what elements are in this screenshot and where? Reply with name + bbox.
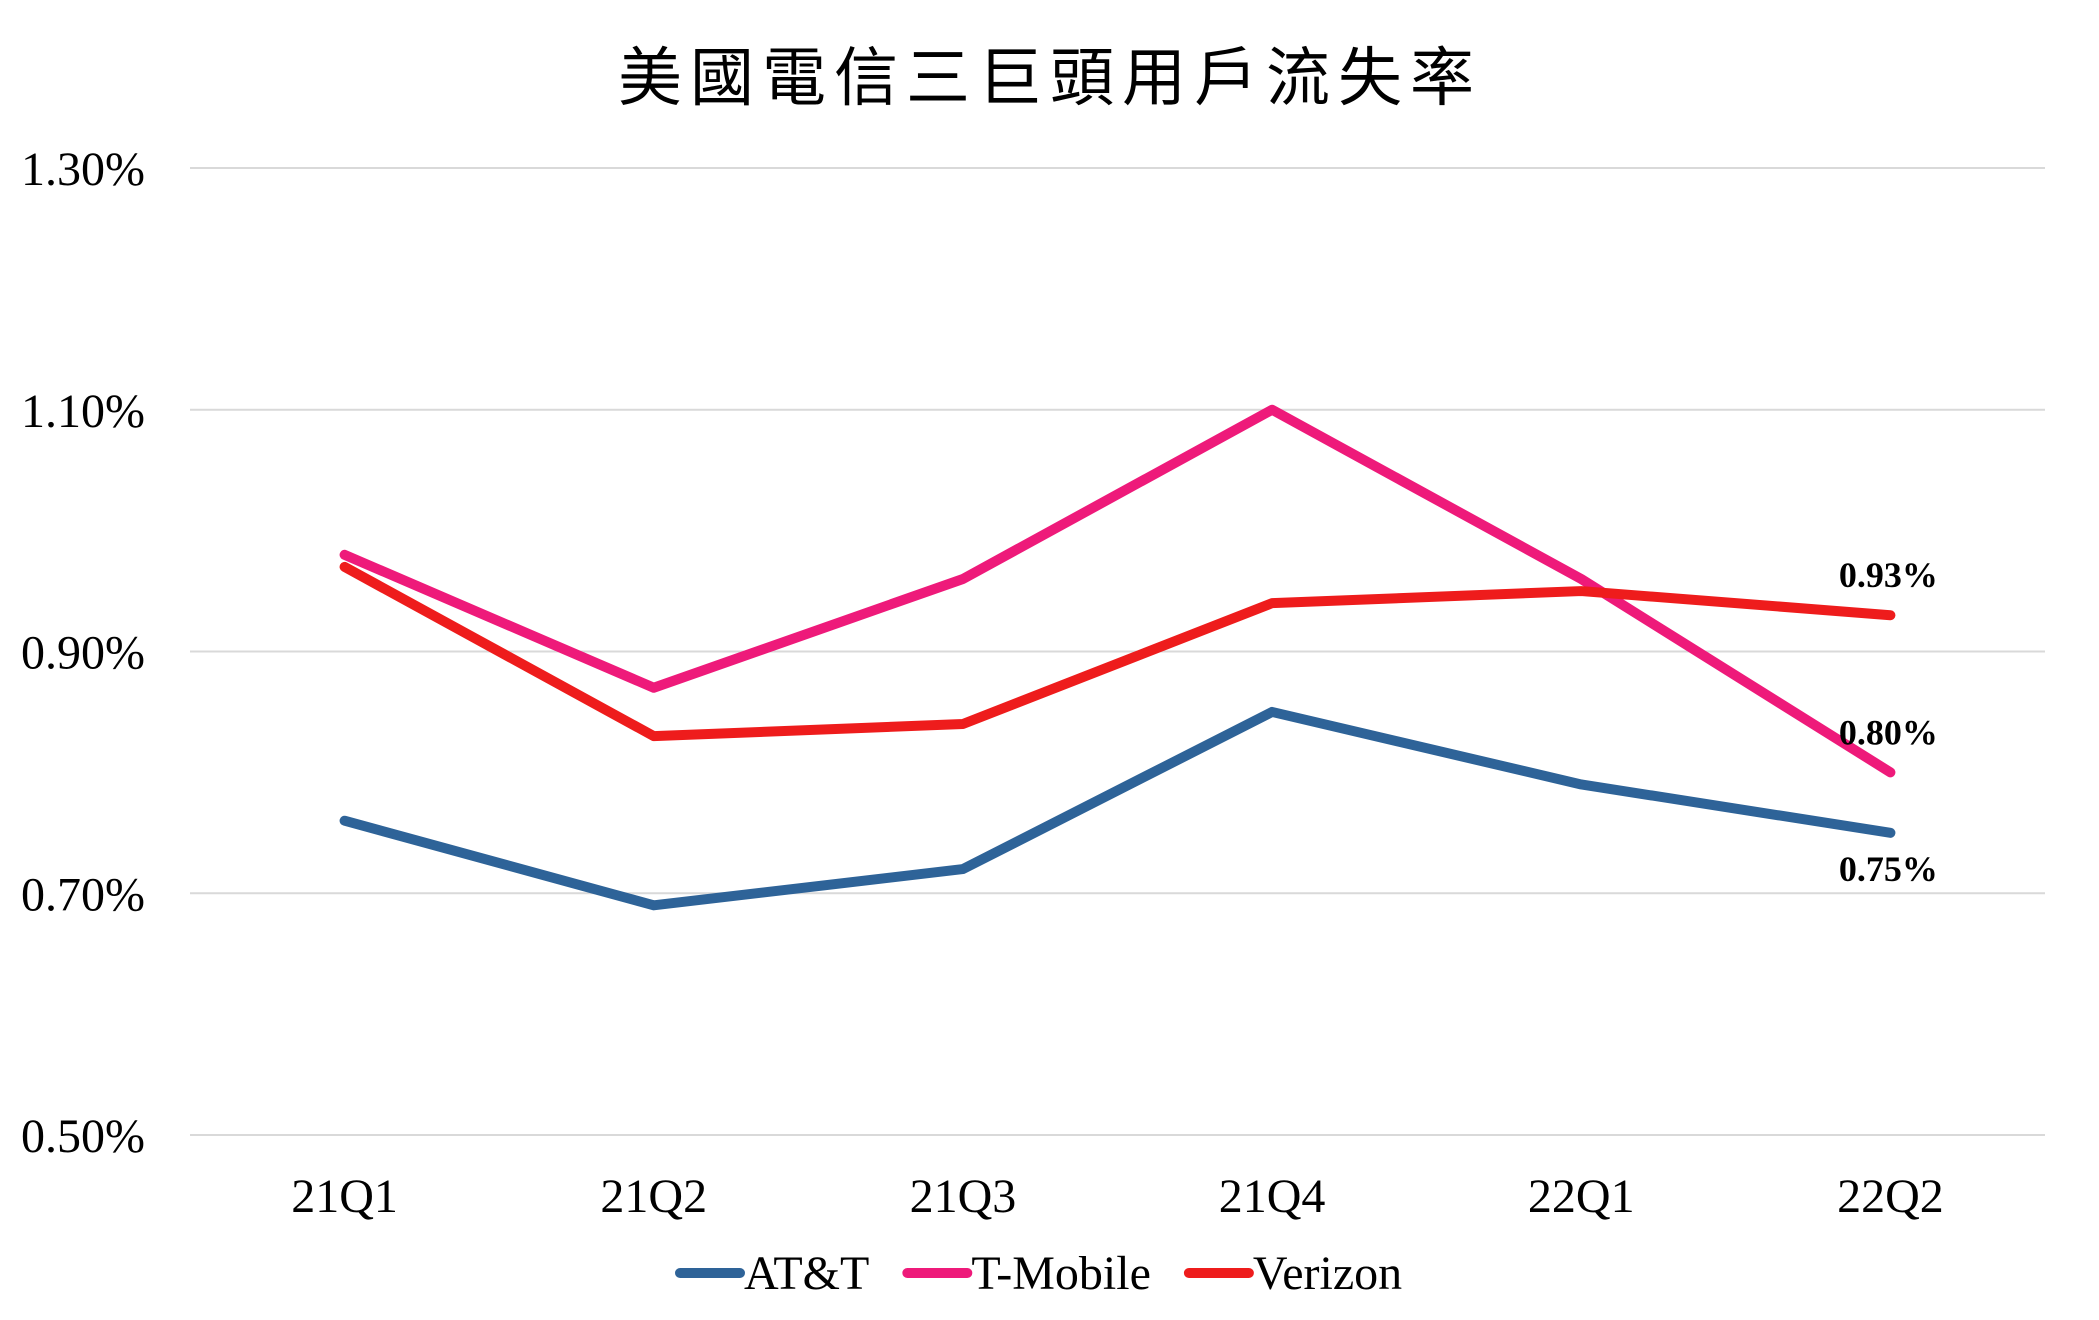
x-tick-label: 22Q1: [1528, 1170, 1635, 1223]
series-line-at-t: [339, 706, 1896, 911]
y-axis-tick-labels: 0.50% 0.70% 0.90% 1.10% 1.30%: [21, 143, 145, 1163]
y-tick-label: 1.30%: [21, 143, 145, 196]
gridlines: [190, 167, 2045, 1136]
legend: AT&T T-Mobile Verizon: [675, 1247, 1402, 1300]
x-axis-tick-labels: 21Q1 21Q2 21Q3 21Q4 22Q1 22Q2: [291, 1170, 1944, 1223]
x-tick-label: 22Q2: [1837, 1170, 1944, 1223]
y-tick-label: 0.50%: [21, 1110, 145, 1163]
legend-item: Verizon: [1183, 1247, 1402, 1300]
legend-label: AT&T: [744, 1247, 869, 1300]
chart-title: 美國電信三巨頭用戶流失率: [618, 42, 1482, 116]
data-label: 0.75%: [1839, 849, 1938, 889]
data-label: 0.80%: [1839, 712, 1938, 752]
legend-label: Verizon: [1253, 1247, 1402, 1300]
series-line-t-mobile: [339, 404, 1896, 778]
legend-item: T-Mobile: [902, 1247, 1151, 1300]
y-tick-label: 1.10%: [21, 385, 145, 438]
y-tick-label: 0.70%: [21, 868, 145, 921]
data-label: 0.93%: [1839, 555, 1938, 595]
series-lines: [339, 404, 1896, 911]
legend-label: T-Mobile: [971, 1247, 1151, 1300]
x-tick-label: 21Q2: [600, 1170, 707, 1223]
data-labels: 0.75% 0.80% 0.93%: [1839, 555, 1938, 889]
legend-item: AT&T: [675, 1247, 869, 1300]
x-tick-label: 21Q3: [910, 1170, 1017, 1223]
y-tick-label: 0.90%: [21, 627, 145, 680]
x-tick-label: 21Q1: [291, 1170, 398, 1223]
x-tick-label: 21Q4: [1219, 1170, 1326, 1223]
series-line-verizon: [339, 561, 1896, 742]
